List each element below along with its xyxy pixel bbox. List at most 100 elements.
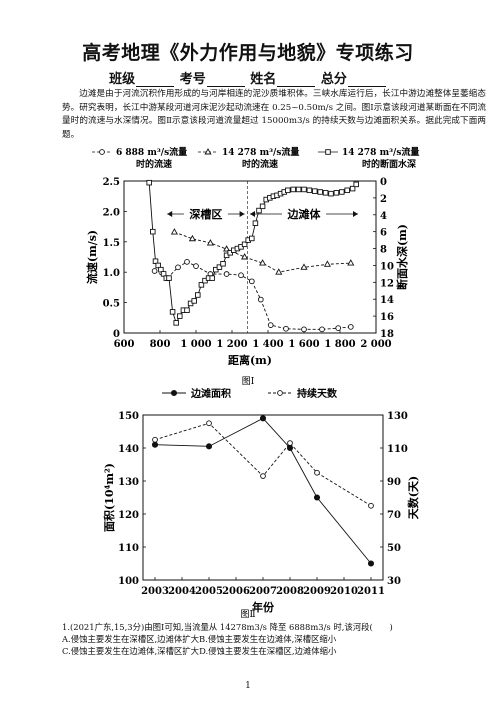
y-right-axis-label: 断面水深(m)	[395, 224, 409, 290]
figure-2-legend: 边滩面积 持续天数	[162, 387, 338, 400]
class-blank[interactable]	[136, 73, 175, 87]
data-point	[322, 190, 329, 196]
y-right-tick-label: 70	[387, 510, 401, 521]
y-right-tick-label: 0	[380, 177, 387, 188]
legend-label: 持续天数	[297, 387, 338, 400]
data-point	[170, 228, 178, 235]
x-tick-label: 1 200	[216, 339, 247, 350]
x-tick-label: 2009	[303, 586, 331, 597]
series-1	[151, 415, 375, 567]
data-point	[283, 325, 289, 332]
figure-1-plot-frame	[123, 180, 377, 334]
option-b[interactable]: B.侵蚀主要发生在边滩体,深槽区缩小	[199, 634, 337, 645]
x-tick-label: 2004	[168, 586, 196, 597]
y-left-tick-label: 150	[118, 411, 139, 422]
y-right-tick-label: 14	[380, 295, 394, 306]
data-point	[252, 220, 259, 226]
data-point	[259, 259, 267, 266]
y-right-tick-label: 110	[387, 444, 408, 455]
series-1	[151, 259, 354, 333]
y-right-tick-label: 16	[380, 312, 394, 323]
zone-arrowhead-right	[239, 211, 245, 217]
legend-label-line2: 时的断面水深	[362, 158, 416, 170]
x-tick-label: 2 000	[360, 339, 391, 350]
number-label: 考号	[179, 72, 206, 87]
x-tick-label: 1 000	[180, 339, 211, 350]
legend-marker	[277, 390, 283, 396]
y-left-tick-label: 2.5	[103, 177, 120, 188]
score-blank[interactable]	[347, 73, 386, 87]
data-point	[300, 263, 308, 270]
y-right-tick-label: 2	[380, 194, 387, 205]
name-label: 姓名	[250, 72, 277, 87]
series-line	[154, 261, 351, 330]
zone-2: 边滩体	[250, 207, 358, 221]
y-left-tick-label: 0.5	[103, 299, 120, 310]
data-point	[195, 292, 201, 298]
series-2	[170, 228, 355, 275]
zone-label: 边滩体	[287, 207, 322, 221]
data-point	[169, 309, 176, 315]
option-c[interactable]: C.侵蚀主要发生在边滩体,深槽区扩大	[62, 646, 200, 657]
y-left-tick-label: 1.0	[103, 268, 120, 279]
data-point	[260, 473, 266, 479]
x-tick-label: 2005	[195, 586, 223, 597]
y-right-tick-label: 18	[380, 329, 394, 340]
data-point	[150, 228, 156, 235]
number-blank[interactable]	[206, 73, 245, 87]
data-point	[335, 325, 342, 331]
student-info-fields: 班级 考号 姓名 总分	[0, 68, 496, 87]
options-cd: C.侵蚀主要发生在边滩体,深槽区扩大D.侵蚀主要发生在深槽区,边滩体缩小	[62, 645, 482, 657]
data-point	[223, 271, 230, 277]
legend-label-line2: 时的流速	[242, 158, 278, 170]
data-point	[184, 307, 190, 313]
figure-1-caption: 图Ⅰ	[242, 376, 255, 387]
y-left-tick-label: 120	[118, 510, 139, 521]
data-point	[344, 187, 350, 194]
data-point	[216, 264, 223, 270]
y-left-tick-label: 140	[118, 444, 139, 455]
x-tick-label: 2010	[330, 586, 358, 597]
figure-2-caption: 图Ⅱ	[240, 609, 255, 620]
y-left-tick-label: 2.0	[103, 207, 120, 218]
data-point	[339, 189, 345, 195]
data-point	[206, 239, 214, 246]
y-right-tick-label: 90	[387, 477, 401, 488]
name-blank[interactable]	[277, 73, 316, 87]
series-3	[146, 179, 359, 326]
x-tick-label: 2003	[141, 586, 169, 597]
page-title: 高考地理《外力作用与地貌》专项练习	[82, 42, 414, 64]
data-point	[175, 264, 181, 271]
x-tick-label: 1 800	[324, 339, 355, 350]
option-d[interactable]: D.侵蚀主要发生在深槽区,边滩体缩小	[199, 646, 337, 657]
data-point	[275, 268, 283, 275]
data-point	[249, 235, 255, 242]
data-point	[285, 187, 291, 194]
page-number: 1	[245, 681, 251, 691]
x-tick-label: 800	[150, 339, 171, 350]
intro-paragraph: 边滩是由于河流沉积作用形成的与河岸相连的泥沙质堆积体。三峡水库运行后，长江中游边…	[62, 89, 486, 140]
y-left-tick-label: 110	[118, 543, 139, 554]
series-2	[152, 420, 374, 509]
y-right-tick-label: 10	[380, 261, 394, 272]
series-line	[154, 417, 372, 564]
data-point	[209, 275, 215, 281]
x-tick-label: 2007	[249, 586, 277, 597]
data-point	[287, 440, 293, 446]
data-point	[286, 444, 294, 452]
score-label: 总分	[320, 72, 347, 87]
y-left-axis-label: 面积(10⁴m²)	[102, 463, 116, 532]
data-point	[295, 186, 302, 193]
option-a[interactable]: A.侵蚀主要发生在深槽区,边滩体扩大	[62, 634, 199, 645]
data-point	[146, 179, 152, 186]
data-point	[333, 190, 340, 196]
y-left-axis-label: 流速(m/s)	[85, 230, 99, 284]
data-point	[290, 186, 296, 193]
data-point	[313, 494, 321, 501]
data-point	[191, 298, 197, 304]
data-point	[205, 443, 213, 450]
legend-marker	[170, 389, 178, 397]
zone-arrowhead-left	[250, 211, 255, 217]
data-point	[312, 188, 318, 194]
